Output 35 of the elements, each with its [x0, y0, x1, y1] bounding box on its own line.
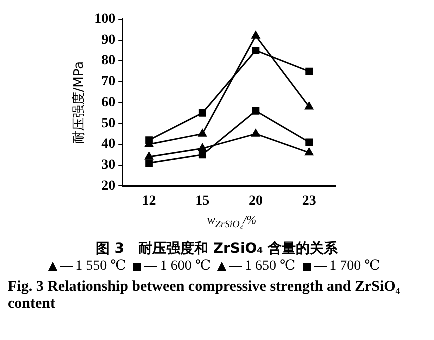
x-tick-label: 23: [302, 194, 316, 210]
x-axis-title: w$_{ZrSiO₄}$/%: [206, 213, 258, 230]
point: [252, 46, 260, 54]
legend-label: 1 700 ℃: [328, 259, 380, 274]
text: 图 3 耐压强度和 ZrSiO₄ 含量的关系: [94, 240, 340, 258]
point: [304, 102, 314, 110]
legend-label: 1 650 ℃: [244, 259, 296, 274]
legend-label: 1 550 ℃: [74, 259, 126, 274]
point: [198, 129, 208, 137]
y-tick-label: 30: [102, 158, 116, 173]
y-tick-label: 50: [102, 116, 116, 132]
y-tick-label: 40: [102, 137, 116, 152]
y-tick-label: 100: [94, 12, 116, 28]
y-axis-title: 耐压强度/MPa: [71, 61, 88, 144]
x-tick-label: 20: [248, 194, 263, 210]
x-tick-label: 15: [196, 194, 210, 210]
point: [252, 107, 260, 115]
point: [144, 152, 154, 160]
point: [252, 129, 260, 137]
point: [306, 138, 314, 146]
legend-label: 1 600 ℃: [159, 259, 211, 274]
y-tick-label: 70: [102, 74, 116, 90]
y-tick-label: 90: [102, 32, 116, 48]
point: [252, 31, 260, 39]
caption: Fig. 3 Relationship between compressive strength and ZrSiO₄ content: [8, 279, 402, 314]
point: [304, 148, 314, 156]
point: [198, 110, 206, 117]
point: [198, 144, 208, 152]
point: [198, 151, 206, 159]
y-tick-label: 80: [102, 54, 116, 69]
y-tick-label: 20: [102, 178, 116, 194]
point: [306, 68, 314, 76]
y-tick-label: 60: [102, 95, 116, 110]
x-tick-label: 12: [142, 194, 156, 210]
point: [146, 160, 153, 167]
